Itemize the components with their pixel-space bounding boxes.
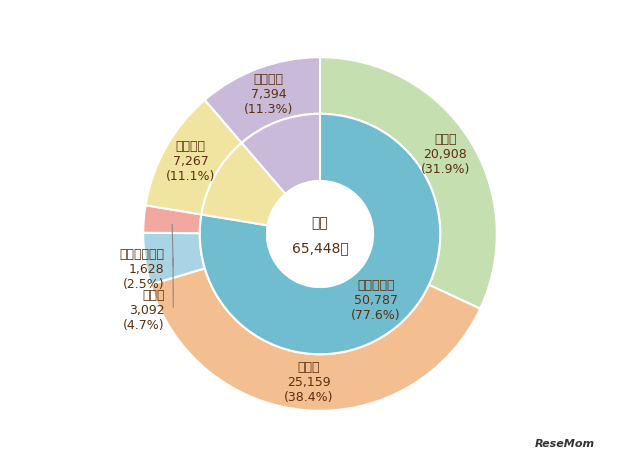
Text: 無職少年
7,394
(11.3%): 無職少年 7,394 (11.3%) [244, 73, 293, 116]
Wedge shape [143, 233, 205, 285]
Text: 高校生
25,159
(38.4%): 高校生 25,159 (38.4%) [284, 361, 334, 403]
Text: 65,448人: 65,448人 [292, 241, 348, 255]
Wedge shape [150, 268, 480, 411]
Text: 大学生
3,092
(4.7%): 大学生 3,092 (4.7%) [123, 288, 164, 331]
Wedge shape [205, 57, 320, 143]
Text: ReseMom: ReseMom [535, 439, 595, 449]
Text: 有職少年
7,267
(11.1%): 有職少年 7,267 (11.1%) [166, 140, 215, 183]
Text: 中学生
20,908
(31.9%): 中学生 20,908 (31.9%) [420, 133, 470, 176]
Wedge shape [145, 100, 242, 214]
Wedge shape [143, 205, 202, 233]
Wedge shape [202, 143, 285, 226]
Wedge shape [200, 114, 440, 354]
Text: 総数: 総数 [312, 216, 328, 230]
Wedge shape [242, 114, 320, 194]
Wedge shape [320, 57, 497, 309]
Text: 学生・生徒
50,787
(77.6%): 学生・生徒 50,787 (77.6%) [351, 278, 401, 322]
Circle shape [267, 181, 373, 287]
Text: その他の学生
1,628
(2.5%): その他の学生 1,628 (2.5%) [120, 248, 164, 291]
